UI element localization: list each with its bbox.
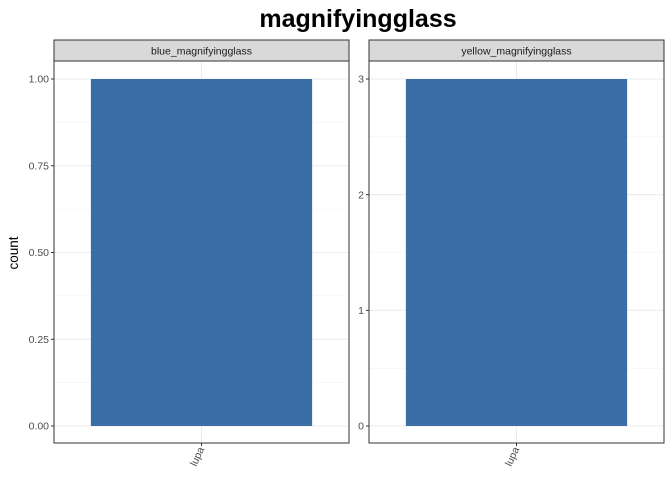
chart-title: magnifyingglass: [259, 5, 456, 33]
facet-blue_magnifyingglass: 0.00 0.25 0.50 0.75 1.00 lupa blue_magnifyingg…: [29, 39, 350, 468]
facet-strip-label: blue_magnifyingglass: [151, 46, 252, 58]
bar: [90, 79, 313, 426]
y-tick-label: 1.00: [29, 74, 50, 86]
facet-strip: [53, 39, 350, 62]
y-tick-label: 3: [358, 74, 364, 86]
x-tick-label: lupa: [503, 445, 522, 468]
bar: [405, 79, 628, 426]
y-tick-label: 2: [358, 189, 364, 201]
y-tick-label: 0.50: [29, 247, 50, 259]
x-tick-label: lupa: [188, 445, 207, 468]
y-tick-label: 0.75: [29, 160, 50, 172]
facet-strip-label: yellow_magnifyingglass: [461, 46, 571, 58]
facet-strip: [368, 39, 665, 62]
y-tick-label: 0.00: [29, 421, 50, 433]
y-tick-label: 0.25: [29, 334, 50, 346]
facet-panels: 0.00 0.25 0.50 0.75 1.00 lupa blue_magnifyingg…: [29, 39, 665, 468]
y-tick-label: 1: [358, 305, 364, 317]
y-tick-label: 0: [358, 421, 364, 433]
facet-yellow_magnifyingglass: 0 1 2 3 lupa yellow_magnifyingglass: [358, 39, 665, 468]
y-axis-title: count: [6, 236, 21, 269]
